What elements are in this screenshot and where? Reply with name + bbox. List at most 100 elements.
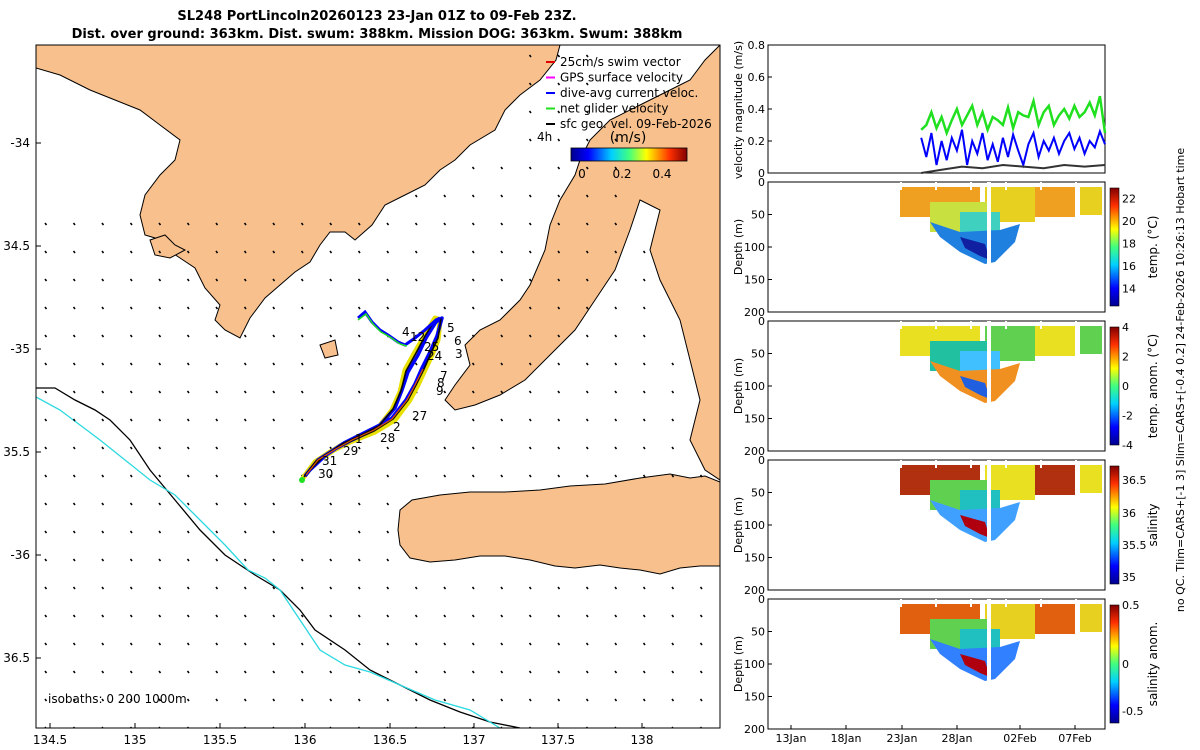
velocity-arrow	[357, 726, 361, 728]
velocity-arrow	[614, 670, 618, 674]
velocity-arrow	[329, 698, 333, 702]
velocity-arrow	[243, 278, 247, 282]
velocity-arrow	[186, 278, 190, 282]
velocity-arrow	[243, 250, 247, 254]
velocity-arrow	[186, 614, 190, 618]
map-colorbar-tick: 0.4	[652, 167, 671, 181]
velocity-arrow	[557, 446, 561, 450]
velocity-arrow	[44, 334, 48, 338]
velocity-arrow	[243, 446, 247, 450]
section-core	[960, 654, 990, 677]
velocity-arrow	[72, 726, 76, 728]
isobath-1000m	[36, 396, 501, 728]
velocity-arrow	[357, 446, 361, 450]
velocity-arrow	[642, 614, 646, 618]
track-day-label: 1	[355, 432, 363, 446]
colorbar-tick-label: 35.5	[1122, 539, 1147, 552]
velocity-arrow	[414, 362, 418, 366]
section-cell	[1035, 465, 1075, 495]
track-day-label: 29	[343, 444, 358, 458]
velocity-arrow	[585, 586, 589, 590]
velocity-arrow	[671, 418, 675, 422]
velocity-line	[921, 163, 1106, 174]
velocity-arrow	[414, 726, 418, 728]
velocity-arrow	[557, 222, 561, 226]
velocity-arrow	[272, 474, 276, 478]
velocity-arrow	[215, 642, 219, 646]
velocity-arrow	[186, 726, 190, 728]
velocity-arrow	[272, 502, 276, 506]
velocity-panel: 0 0.2 0.4 0.6 0.8 velocity magnitude (m/s)	[732, 39, 1107, 180]
section-gap	[987, 599, 991, 684]
depth-ytick-label: 50	[751, 348, 765, 361]
velocity-arrow	[500, 446, 504, 450]
velocity-arrow	[642, 250, 646, 254]
velocity-arrow	[557, 418, 561, 422]
velocity-arrow	[642, 726, 646, 728]
velocity-arrow	[471, 306, 475, 310]
velocity-arrow	[671, 362, 675, 366]
velocity-arrow	[386, 586, 390, 590]
velocity-arrow	[386, 642, 390, 646]
velocity-arrow	[557, 698, 561, 702]
colorbar-tick-label: 14	[1122, 282, 1136, 295]
velocity-arrow	[500, 670, 504, 674]
velocity-arrow	[101, 614, 105, 618]
velocity-arrow	[72, 530, 76, 534]
velocity-arrow	[500, 726, 503, 728]
velocity-arrow	[671, 474, 675, 478]
velocity-arrow	[414, 698, 418, 702]
isobath-200m	[36, 387, 521, 728]
section-cell	[1080, 187, 1102, 215]
legend-label: sfc geo. vel. 09-Feb-2026	[560, 117, 712, 131]
velocity-arrow	[215, 278, 219, 282]
velocity-arrow	[500, 334, 504, 338]
velocity-arrow	[101, 446, 105, 450]
velocity-arrow	[471, 194, 475, 198]
map-xtick-label: 134.5	[33, 733, 67, 747]
temp-anomaly-panel: 0 50 100 150 200 Depth (m) 4 2 0 -2 -4 temp. anom. …	[732, 315, 1160, 458]
velocity-arrow	[528, 194, 532, 198]
velocity-arrow	[129, 698, 133, 702]
velocity-arrow	[443, 250, 447, 254]
velocity-arrow	[443, 418, 447, 422]
velocity-arrow	[101, 306, 105, 310]
velocity-arrow	[72, 670, 76, 674]
velocity-ytick-label: 0.2	[748, 135, 766, 148]
colorbar-tick-label: 0	[1122, 658, 1129, 671]
velocity-arrow	[585, 82, 589, 86]
velocity-arrow	[272, 306, 276, 310]
land-kangaroo-island	[397, 473, 720, 575]
temperature-panel: 0 50 100 150 200 Depth (m) 22 20 18 16 14 temp. (°C…	[732, 176, 1160, 319]
velocity-arrow	[44, 670, 48, 674]
velocity-arrow	[699, 698, 703, 702]
track-day-label: 31	[322, 454, 337, 468]
velocity-arrow	[357, 558, 361, 562]
map-xtick-label: 138	[631, 733, 654, 747]
colorbar-tick-label: 36.5	[1122, 474, 1147, 487]
velocity-arrow	[557, 306, 561, 310]
velocity-arrow	[500, 362, 504, 366]
velocity-arrow	[471, 726, 475, 728]
velocity-arrow	[300, 558, 304, 562]
velocity-arrow	[44, 726, 47, 728]
velocity-arrow	[186, 390, 190, 394]
velocity-arrow	[585, 278, 589, 282]
colorbar-label: temp. anom. (°C)	[1146, 334, 1160, 438]
velocity-arrow	[528, 278, 532, 282]
velocity-ytick-label: 0.6	[748, 71, 766, 84]
section-gap	[900, 599, 902, 607]
velocity-arrow	[671, 726, 674, 728]
velocity-arrow	[386, 502, 390, 506]
section-gap	[935, 599, 937, 607]
velocity-arrow	[357, 222, 361, 226]
velocity-arrow	[272, 530, 276, 534]
track-dark	[303, 318, 442, 478]
section-gap	[987, 460, 991, 545]
velocity-arrow	[585, 670, 589, 674]
track-day-label: 2	[393, 420, 401, 434]
velocity-arrow	[443, 474, 447, 478]
section-gap	[900, 460, 902, 468]
velocity-arrow	[72, 698, 76, 702]
velocity-arrow	[471, 278, 475, 282]
